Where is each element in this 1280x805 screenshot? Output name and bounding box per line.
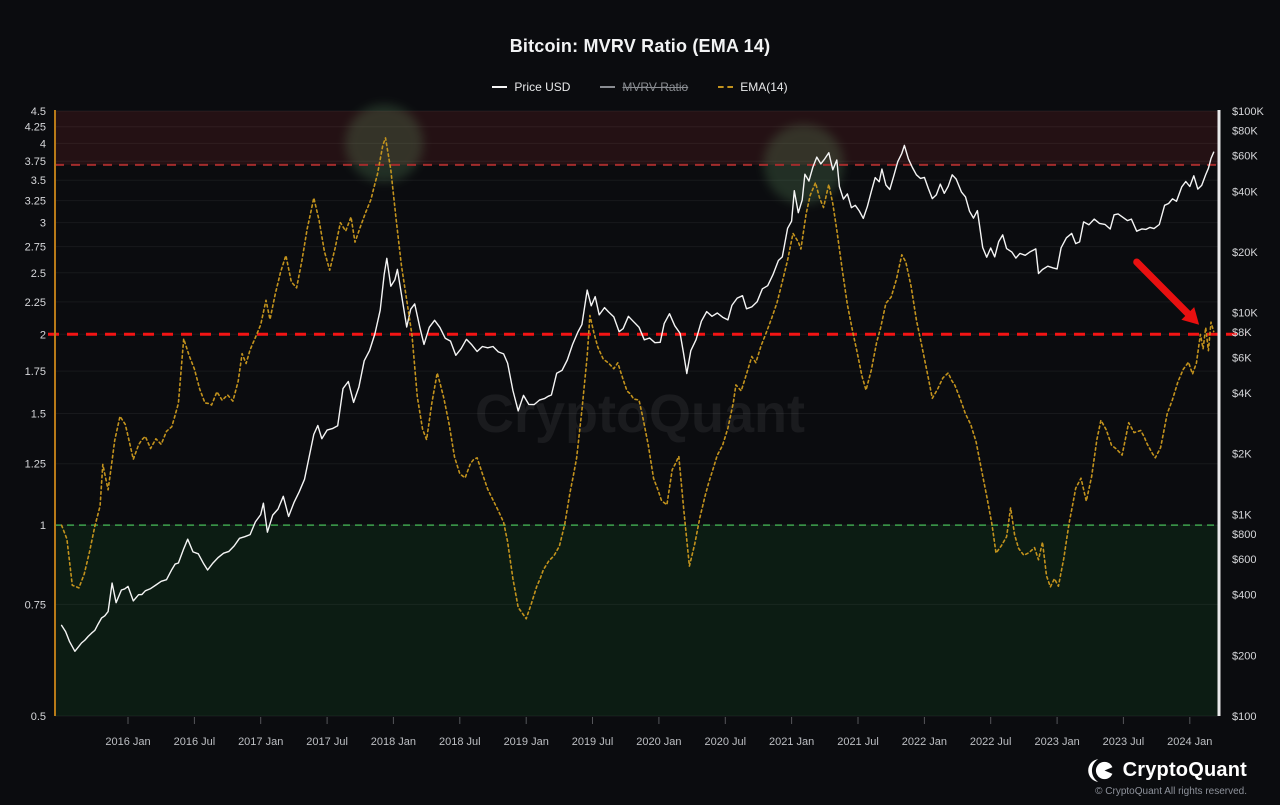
- svg-text:2020 Jan: 2020 Jan: [636, 736, 681, 748]
- svg-text:3.5: 3.5: [31, 175, 46, 187]
- svg-text:2018 Jan: 2018 Jan: [371, 736, 416, 748]
- footer-copyright: © CryptoQuant All rights reserved.: [1095, 786, 1247, 797]
- svg-text:1.5: 1.5: [31, 409, 46, 421]
- svg-text:$60K: $60K: [1232, 151, 1258, 163]
- svg-text:$20K: $20K: [1232, 247, 1258, 259]
- chart-legend: Price USD MVRV Ratio EMA(14): [0, 80, 1280, 94]
- red-arrow-annotation: [1133, 258, 1200, 325]
- svg-text:0.75: 0.75: [25, 599, 46, 611]
- svg-text:2023 Jan: 2023 Jan: [1034, 736, 1079, 748]
- svg-text:2022 Jan: 2022 Jan: [902, 736, 947, 748]
- svg-text:$4K: $4K: [1232, 388, 1252, 400]
- svg-text:0.5: 0.5: [31, 711, 46, 723]
- legend-item-price-usd[interactable]: Price USD: [492, 80, 570, 94]
- svg-text:$600: $600: [1232, 554, 1256, 566]
- svg-text:$800: $800: [1232, 529, 1256, 541]
- footer-brand-name: CryptoQuant: [1122, 759, 1247, 781]
- svg-text:4.5: 4.5: [31, 106, 46, 118]
- legend-line-sample: [600, 86, 616, 88]
- svg-text:2.75: 2.75: [25, 242, 46, 254]
- zone-band: [55, 111, 1219, 165]
- svg-text:2017 Jan: 2017 Jan: [238, 736, 283, 748]
- svg-text:2019 Jan: 2019 Jan: [504, 736, 549, 748]
- legend-item-mvrv-ratio[interactable]: MVRV Ratio: [600, 80, 688, 94]
- svg-text:2.25: 2.25: [25, 297, 46, 309]
- legend-label: MVRV Ratio: [622, 80, 689, 94]
- svg-text:$1K: $1K: [1232, 509, 1252, 521]
- svg-text:2016 Jan: 2016 Jan: [105, 736, 150, 748]
- svg-text:2021 Jan: 2021 Jan: [769, 736, 814, 748]
- svg-text:2018 Jul: 2018 Jul: [439, 736, 481, 748]
- legend-label: Price USD: [514, 80, 571, 94]
- svg-text:$6K: $6K: [1232, 352, 1252, 364]
- svg-text:1.25: 1.25: [25, 459, 46, 471]
- highlight-circle: [763, 124, 844, 205]
- svg-text:2020 Jul: 2020 Jul: [705, 736, 747, 748]
- svg-text:$40K: $40K: [1232, 186, 1258, 198]
- series-ema-14-: [60, 137, 1215, 620]
- svg-text:$400: $400: [1232, 590, 1256, 602]
- svg-text:3.25: 3.25: [25, 196, 46, 208]
- svg-text:2019 Jul: 2019 Jul: [572, 736, 614, 748]
- cryptoquant-logo-icon: [1087, 759, 1114, 782]
- svg-text:3: 3: [40, 218, 46, 230]
- svg-text:$100K: $100K: [1232, 106, 1264, 118]
- svg-text:2: 2: [40, 329, 46, 341]
- svg-text:2023 Jul: 2023 Jul: [1103, 736, 1145, 748]
- svg-text:$2K: $2K: [1232, 449, 1252, 461]
- svg-text:2022 Jul: 2022 Jul: [970, 736, 1012, 748]
- svg-text:2021 Jul: 2021 Jul: [837, 736, 879, 748]
- svg-text:2016 Jul: 2016 Jul: [174, 736, 216, 748]
- svg-text:$10K: $10K: [1232, 308, 1258, 320]
- svg-text:$8K: $8K: [1232, 327, 1252, 339]
- legend-label: EMA(14): [740, 80, 788, 94]
- svg-text:2024 Jan: 2024 Jan: [1167, 736, 1212, 748]
- svg-text:4: 4: [40, 138, 46, 150]
- zone-band: [55, 525, 1219, 716]
- x-axis-labels: 2016 Jan 2016 Jul 2017 Jan 2017 Jul 2018 Jan…: [105, 717, 1212, 748]
- legend-item-ema-14-[interactable]: EMA(14): [718, 80, 788, 94]
- svg-text:4.25: 4.25: [25, 122, 46, 134]
- plot-series: [60, 137, 1215, 652]
- series-price-usd: [60, 144, 1215, 652]
- legend-line-sample: [718, 86, 734, 88]
- svg-text:$100: $100: [1232, 711, 1256, 723]
- svg-text:2.5: 2.5: [31, 268, 46, 280]
- left-axis-labels: 4.5 4.25 4 3.75 3.5 3.25 3 2.75 2.5 2.25 2 1.75 1.5 1…: [25, 106, 46, 723]
- svg-text:$80K: $80K: [1232, 126, 1258, 138]
- svg-text:$200: $200: [1232, 650, 1256, 662]
- svg-text:1.75: 1.75: [25, 366, 46, 378]
- watermark: CryptoQuant: [475, 384, 805, 444]
- legend-line-sample: [492, 86, 508, 88]
- svg-text:1: 1: [40, 520, 46, 532]
- page-title: Bitcoin: MVRV Ratio (EMA 14): [509, 36, 771, 56]
- svg-text:2017 Jul: 2017 Jul: [306, 736, 348, 748]
- right-axis-labels: $100K $80K $60K $40K $20K $10K $8K $6K $4K $2K $1K…: [1232, 106, 1264, 723]
- footer-brand: CryptoQuant: [1087, 757, 1247, 784]
- svg-text:3.75: 3.75: [25, 156, 46, 168]
